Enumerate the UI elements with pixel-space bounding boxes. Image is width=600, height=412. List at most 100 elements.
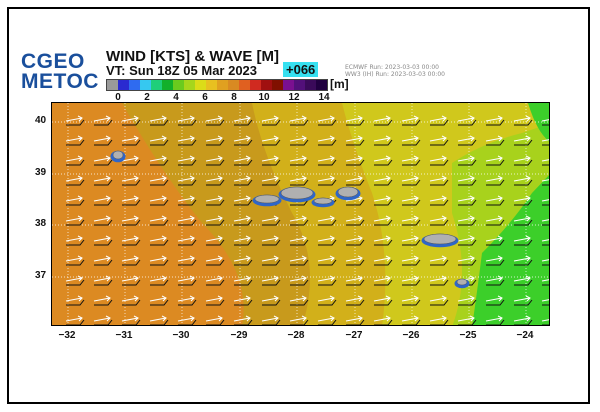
wind-arrow-head	[413, 255, 419, 262]
wind-barb	[234, 119, 253, 126]
wind-barb	[318, 319, 337, 325]
wind-arrow	[317, 277, 335, 282]
wind-arrow-head	[301, 175, 307, 182]
colorbar-swatch	[261, 80, 272, 90]
colorbar-swatch	[129, 80, 140, 90]
wind-arrow-head	[77, 295, 83, 302]
wind-arrow-head	[273, 255, 279, 262]
wind-arrow	[485, 197, 503, 202]
wind-arrow-head	[105, 195, 111, 202]
wind-arrow	[261, 157, 279, 162]
wind-barb	[430, 299, 449, 306]
wind-arrow	[457, 317, 475, 322]
wind-arrow	[457, 237, 475, 242]
wind-arrow	[317, 157, 335, 162]
wind-arrow-head	[357, 135, 363, 142]
latitude-label: 38	[35, 218, 47, 229]
wind-arrow-head	[385, 275, 391, 282]
wind-arrow	[289, 237, 307, 242]
wind-arrow	[289, 257, 307, 262]
wind-arrow	[93, 197, 111, 202]
wind-arrow	[289, 157, 307, 162]
wind-arrow-head	[525, 215, 531, 222]
colorbar-tick-label: 10	[258, 92, 270, 103]
wind-arrow-head	[217, 235, 223, 242]
wind-arrow	[485, 277, 503, 282]
wind-arrow	[261, 237, 279, 242]
wind-barb	[290, 259, 309, 266]
wind-arrow-head	[301, 315, 307, 322]
wind-barb	[514, 179, 533, 186]
wind-barb	[66, 259, 85, 266]
wind-arrow-head	[77, 135, 83, 142]
wind-arrow-head	[357, 235, 363, 242]
colorbar-tick-label: 2	[144, 92, 150, 103]
latitude-label: 40	[35, 115, 47, 126]
wind-barb	[290, 119, 309, 126]
wind-arrow-head	[77, 115, 83, 122]
wind-arrow	[65, 197, 83, 202]
wind-arrow-head	[77, 315, 83, 322]
wind-arrow	[149, 217, 167, 222]
wind-arrow	[373, 137, 391, 142]
wind-barb	[318, 239, 337, 246]
wind-barb	[122, 139, 141, 146]
wind-arrow	[513, 177, 531, 182]
wind-arrow	[457, 297, 475, 302]
wind-arrow	[345, 177, 363, 182]
wind-arrow	[345, 277, 363, 282]
island	[423, 233, 457, 245]
wind-barb	[178, 239, 197, 246]
wind-barb	[430, 179, 449, 186]
island	[337, 186, 359, 198]
wind-arrow	[289, 317, 307, 322]
wind-arrow-head	[497, 155, 503, 162]
wind-barb	[206, 139, 225, 146]
wind-arrow	[205, 117, 223, 122]
wind-barb	[458, 179, 477, 186]
wind-barb	[458, 219, 477, 226]
wind-barb	[94, 299, 113, 306]
wind-arrow-head	[525, 135, 531, 142]
colorbar-swatch	[140, 80, 151, 90]
wind-barb	[458, 159, 477, 166]
wind-arrow	[177, 277, 195, 282]
wind-arrow	[401, 237, 419, 242]
wind-arrow-head	[525, 175, 531, 182]
wind-barb	[458, 119, 477, 126]
wind-arrow	[345, 117, 363, 122]
wind-arrow-head	[469, 195, 475, 202]
wind-arrow	[233, 257, 251, 262]
wind-arrow	[373, 117, 391, 122]
wind-arrow-head	[525, 115, 531, 122]
wind-arrow-head	[497, 195, 503, 202]
wind-arrow	[261, 117, 279, 122]
wind-barb	[178, 299, 197, 306]
wind-arrow	[121, 177, 139, 182]
wind-arrow	[233, 137, 251, 142]
wind-arrow-head	[189, 115, 195, 122]
wind-barb	[514, 299, 533, 306]
wind-arrow	[93, 297, 111, 302]
wind-barb	[402, 179, 421, 186]
wind-barb	[122, 299, 141, 306]
wind-arrow	[121, 257, 139, 262]
wind-arrow	[345, 317, 363, 322]
wind-barb	[486, 279, 505, 286]
wind-arrow	[513, 237, 531, 242]
wind-arrow-head	[301, 115, 307, 122]
wind-arrow-head	[329, 235, 335, 242]
wind-barb	[486, 199, 505, 206]
wind-arrow	[345, 297, 363, 302]
wind-barb	[178, 319, 197, 325]
wind-arrow	[177, 177, 195, 182]
wind-arrow	[429, 297, 447, 302]
wind-arrow	[93, 237, 111, 242]
wind-barb	[458, 299, 477, 306]
wind-arrow-head	[189, 315, 195, 322]
longitude-label: −27	[345, 330, 363, 341]
wind-arrow-head	[385, 155, 391, 162]
wind-arrow-head	[357, 255, 363, 262]
wind-arrow	[513, 157, 531, 162]
wind-barb	[402, 159, 421, 166]
